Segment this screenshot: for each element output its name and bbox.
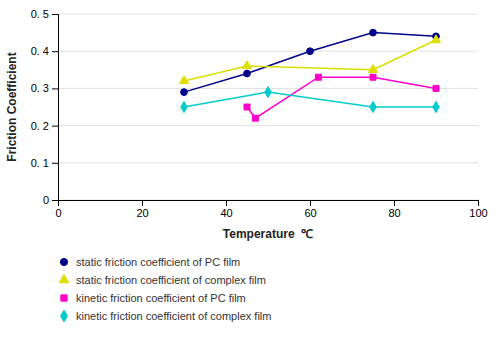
tick: 0. 3 (31, 82, 58, 94)
legend-entry: static friction coefficient of PC film (60, 256, 240, 268)
point (370, 74, 376, 80)
point (242, 61, 251, 69)
tick: 0. 4 (31, 45, 58, 57)
x-axis-title: Temperature ℃ (223, 227, 313, 241)
tick-mark (52, 126, 58, 127)
tick: 0 (55, 200, 61, 219)
tick-label: 60 (304, 207, 316, 219)
tick-label: 0. 5 (31, 8, 49, 20)
tick: 0. 1 (31, 157, 58, 169)
series-group (179, 29, 440, 121)
point (368, 65, 377, 73)
point (179, 76, 188, 84)
tick: 20 (136, 200, 148, 219)
tick-label: 0. 3 (31, 82, 49, 94)
tick-mark (52, 51, 58, 52)
tick-label: 40 (220, 207, 232, 219)
y-axis: 0 0. 1 0. 2 0. 3 0. 4 0. 5 (31, 8, 59, 206)
legend-entry: kinetic friction coefficient of complex … (61, 310, 272, 322)
tick: 60 (304, 200, 316, 219)
point (433, 85, 439, 91)
tick-mark (394, 200, 395, 206)
point (431, 35, 440, 43)
tick-mark (52, 200, 58, 201)
tick-label: 20 (136, 207, 148, 219)
point (265, 87, 271, 98)
series-line (184, 92, 436, 107)
grid-line (58, 125, 478, 126)
tick-mark (52, 14, 58, 15)
legend: static friction coefficient of PC film st… (59, 256, 271, 322)
axis-line (59, 201, 479, 207)
grid-line (58, 162, 478, 163)
legend-entry: static friction coefficient of complex f… (59, 274, 266, 286)
tick-label: 0. 2 (31, 120, 49, 132)
point (244, 104, 250, 110)
legend-entry: kinetic friction coefficient of PC film (61, 292, 246, 304)
tick-mark (142, 200, 143, 206)
legend-marker (61, 295, 67, 301)
tick-mark (478, 200, 479, 206)
tick-mark (52, 163, 58, 164)
series-line (184, 40, 436, 81)
plot-area: 0 20 40 60 80 100 0 0. 1 0. 2 0. 3 0. 4 0. 5 (31, 8, 488, 219)
point (252, 115, 258, 121)
point (370, 29, 377, 36)
point (307, 48, 314, 55)
legend-label: kinetic friction coefficient of complex … (76, 310, 271, 322)
chart: 0 20 40 60 80 100 0 0. 1 0. 2 0. 3 0. 4 0. 5 Tempera… (0, 0, 500, 354)
tick: 80 (388, 200, 400, 219)
y-axis-title: Friction Coefficient (5, 52, 19, 161)
tick-label: 100 (469, 207, 487, 219)
tick-mark (310, 200, 311, 206)
grid (58, 14, 478, 200)
x-axis: 0 20 40 60 80 100 (55, 200, 487, 219)
legend-label: static friction coefficient of PC film (76, 256, 240, 268)
tick: 0 (43, 194, 58, 206)
axis-line (52, 15, 59, 201)
point (244, 70, 251, 77)
point (181, 89, 188, 96)
grid-line (58, 51, 478, 52)
tick-mark (52, 88, 58, 89)
tick-label: 0 (43, 194, 49, 206)
tick: 40 (220, 200, 232, 219)
legend-label: kinetic friction coefficient of PC film (76, 292, 246, 304)
grid-line (58, 14, 478, 15)
tick-label: 0. 1 (31, 157, 49, 169)
tick: 0. 2 (31, 120, 58, 132)
point (315, 74, 321, 80)
tick-label: 0. 4 (31, 45, 49, 57)
tick: 0. 5 (31, 8, 58, 20)
point (181, 101, 187, 112)
legend-marker (61, 310, 68, 322)
tick-label: 0 (55, 207, 61, 219)
legend-marker (60, 258, 67, 265)
legend-label: static friction coefficient of complex f… (76, 274, 266, 286)
point (370, 101, 376, 112)
legend-marker (59, 274, 69, 282)
series-line (247, 77, 436, 118)
tick-label: 80 (388, 207, 400, 219)
tick-mark (226, 200, 227, 206)
point (433, 101, 439, 112)
tick: 100 (469, 200, 487, 219)
